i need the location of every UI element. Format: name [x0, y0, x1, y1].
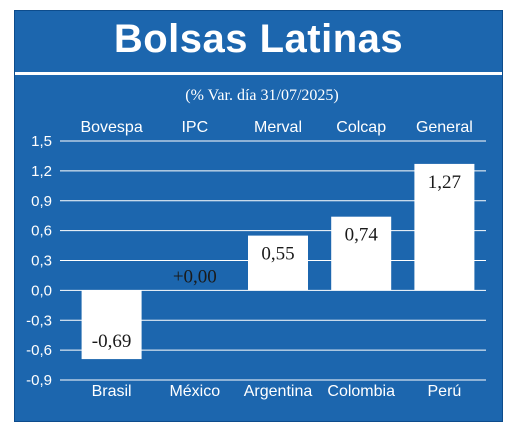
index-label: Bovespa	[80, 119, 142, 136]
y-tick-label: 0,3	[31, 253, 52, 270]
country-label: Perú	[428, 383, 462, 400]
country-label: Argentina	[244, 383, 313, 400]
bars	[81, 163, 475, 360]
y-tick-label: 0,0	[31, 282, 52, 299]
country-label: Colombia	[327, 383, 395, 400]
bar	[248, 235, 308, 291]
index-label: IPC	[181, 119, 208, 136]
index-label: General	[416, 119, 473, 136]
value-label: -0,69	[92, 331, 132, 352]
bar	[81, 290, 142, 360]
country-label: Brasil	[92, 383, 132, 400]
y-tick-label: -0,3	[26, 312, 52, 329]
y-tick-label: 0,6	[31, 223, 52, 240]
value-label: 0,55	[261, 244, 294, 265]
value-labels: -0,69 +0,00 0,55 0,74 1,27	[92, 172, 461, 352]
country-labels: Brasil México Argentina Colombia Perú	[92, 383, 462, 400]
country-label: México	[169, 383, 220, 400]
chart-title: Bolsas Latinas	[113, 17, 404, 61]
y-tick-label: 0,9	[31, 193, 52, 210]
bar	[331, 216, 392, 291]
value-label: 1,27	[428, 172, 461, 193]
y-tick-label: 1,2	[31, 163, 52, 180]
chart-subtitle: (% Var. día 31/07/2025)	[185, 87, 338, 104]
index-labels: Bovespa IPC Merval Colcap General	[80, 119, 472, 136]
bar	[414, 163, 475, 291]
index-label: Merval	[254, 119, 302, 136]
value-label: +0,00	[173, 266, 217, 287]
value-label: 0,74	[345, 225, 379, 246]
title-bar: Bolsas Latinas	[15, 11, 502, 75]
y-axis-ticks: 1,5 1,2 0,9 0,6 0,3 0,0 -0,3 -0,6 -0,9	[26, 133, 52, 389]
y-tick-label: -0,6	[26, 342, 52, 359]
y-tick-label: -0,9	[26, 372, 52, 389]
y-tick-label: 1,5	[31, 133, 52, 150]
index-label: Colcap	[336, 119, 386, 136]
